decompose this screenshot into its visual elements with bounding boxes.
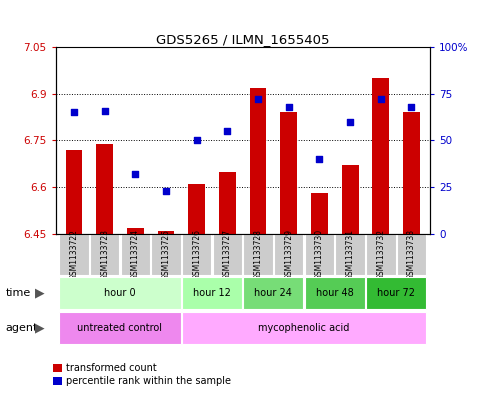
FancyBboxPatch shape: [366, 277, 426, 309]
Text: GSM1133733: GSM1133733: [407, 229, 416, 280]
FancyBboxPatch shape: [182, 312, 426, 344]
Point: [254, 96, 262, 103]
Text: hour 48: hour 48: [316, 288, 354, 298]
Point: [224, 128, 231, 134]
Text: GSM1133732: GSM1133732: [376, 229, 385, 280]
FancyBboxPatch shape: [366, 234, 396, 275]
Text: GSM1133730: GSM1133730: [315, 229, 324, 280]
Bar: [372, 78, 389, 234]
Point: [377, 96, 384, 103]
FancyBboxPatch shape: [397, 234, 426, 275]
FancyBboxPatch shape: [213, 234, 242, 275]
FancyBboxPatch shape: [90, 234, 119, 275]
Bar: [188, 184, 205, 234]
Text: hour 0: hour 0: [104, 288, 136, 298]
Bar: [403, 112, 420, 234]
FancyBboxPatch shape: [59, 277, 181, 309]
FancyBboxPatch shape: [243, 277, 303, 309]
Bar: [96, 143, 113, 234]
Text: GSM1133728: GSM1133728: [254, 229, 263, 280]
Bar: [311, 193, 328, 234]
Legend: transformed count, percentile rank within the sample: transformed count, percentile rank withi…: [53, 363, 231, 386]
Point: [315, 156, 323, 162]
Text: hour 72: hour 72: [377, 288, 415, 298]
Text: GSM1133724: GSM1133724: [131, 229, 140, 280]
Text: hour 24: hour 24: [255, 288, 292, 298]
Text: GSM1133727: GSM1133727: [223, 229, 232, 280]
Text: GSM1133726: GSM1133726: [192, 229, 201, 280]
FancyBboxPatch shape: [59, 312, 181, 344]
Bar: [127, 228, 144, 234]
Point: [70, 109, 78, 116]
Point: [408, 104, 415, 110]
FancyBboxPatch shape: [274, 234, 303, 275]
FancyBboxPatch shape: [121, 234, 150, 275]
FancyBboxPatch shape: [305, 234, 334, 275]
Text: hour 12: hour 12: [193, 288, 231, 298]
FancyBboxPatch shape: [151, 234, 181, 275]
FancyBboxPatch shape: [305, 277, 365, 309]
Text: GSM1133725: GSM1133725: [161, 229, 170, 280]
Point: [346, 119, 354, 125]
Point: [285, 104, 293, 110]
Point: [101, 107, 109, 114]
Text: agent: agent: [6, 323, 38, 333]
Bar: [250, 88, 267, 234]
Text: ▶: ▶: [35, 321, 44, 335]
FancyBboxPatch shape: [182, 277, 242, 309]
FancyBboxPatch shape: [59, 234, 89, 275]
Point: [193, 137, 200, 143]
Text: GSM1133731: GSM1133731: [346, 229, 355, 280]
Bar: [66, 150, 83, 234]
Text: ▶: ▶: [35, 286, 44, 299]
Point: [162, 188, 170, 194]
Text: time: time: [6, 288, 31, 298]
Text: GSM1133722: GSM1133722: [70, 229, 78, 280]
FancyBboxPatch shape: [335, 234, 365, 275]
Bar: [157, 231, 174, 234]
Text: GSM1133723: GSM1133723: [100, 229, 109, 280]
Text: mycophenolic acid: mycophenolic acid: [258, 323, 350, 333]
Text: untreated control: untreated control: [77, 323, 162, 333]
Bar: [219, 172, 236, 234]
Title: GDS5265 / ILMN_1655405: GDS5265 / ILMN_1655405: [156, 33, 329, 46]
Bar: [341, 165, 358, 234]
FancyBboxPatch shape: [243, 234, 273, 275]
Text: GSM1133729: GSM1133729: [284, 229, 293, 280]
Point: [131, 171, 139, 177]
FancyBboxPatch shape: [182, 234, 212, 275]
Bar: [280, 112, 297, 234]
